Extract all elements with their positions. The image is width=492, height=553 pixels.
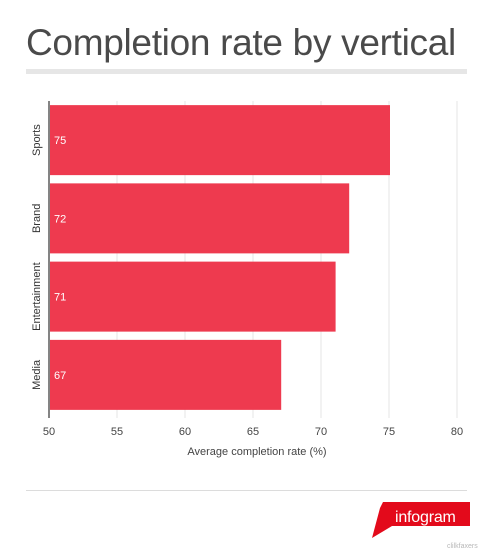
data-label: 67 xyxy=(54,370,66,382)
x-tick-label: 80 xyxy=(451,426,463,438)
logo-badge-shape xyxy=(372,502,470,538)
watermark: clilkfaxers xyxy=(447,543,478,550)
chart-title: Completion rate by vertical xyxy=(26,22,456,63)
bar xyxy=(50,183,350,254)
bar xyxy=(50,339,282,410)
footer-divider xyxy=(26,490,467,491)
x-tick-label: 75 xyxy=(383,426,395,438)
x-axis-title: Average completion rate (%) xyxy=(187,446,326,458)
infogram-logo[interactable]: infogram xyxy=(372,502,477,538)
data-label: 75 xyxy=(54,135,66,147)
title-underline xyxy=(26,69,467,74)
logo-text: infogram xyxy=(395,509,456,526)
bar-chart: 50 55 60 65 70 75 80 75 Sports 72 Brand 71 Entertain… xyxy=(31,101,463,458)
data-label: 72 xyxy=(54,213,66,225)
category-label: Brand xyxy=(31,204,43,233)
x-tick-label: 60 xyxy=(179,426,191,438)
x-tick-label: 70 xyxy=(315,426,327,438)
data-label: 71 xyxy=(54,292,66,304)
x-tick-label: 55 xyxy=(111,426,123,438)
category-label: Media xyxy=(31,359,43,390)
bar xyxy=(50,261,336,332)
x-tick-label: 50 xyxy=(43,426,55,438)
bar xyxy=(50,105,390,176)
category-label: Sports xyxy=(31,124,43,156)
category-label: Entertainment xyxy=(31,262,43,330)
x-tick-label: 65 xyxy=(247,426,259,438)
